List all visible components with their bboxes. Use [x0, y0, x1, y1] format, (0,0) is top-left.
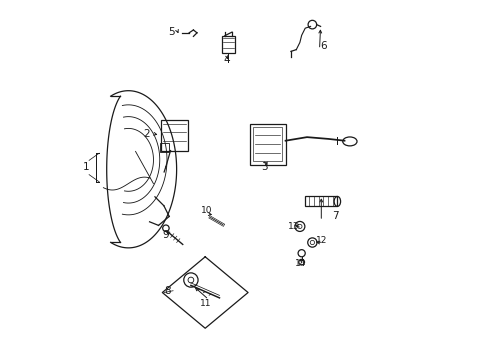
Bar [249, 124, 285, 165]
Text: 9: 9 [163, 230, 169, 240]
Text: 8: 8 [164, 286, 171, 296]
Text: 1: 1 [83, 162, 90, 172]
Text: 13: 13 [287, 222, 299, 231]
Bar [305, 197, 337, 206]
Text: 7: 7 [332, 211, 338, 221]
Bar [160, 143, 168, 152]
Text: 3: 3 [260, 162, 267, 172]
Text: 11: 11 [199, 299, 210, 308]
Text: 5: 5 [167, 27, 174, 37]
Text: 6: 6 [319, 41, 325, 51]
Text: 14: 14 [295, 260, 306, 269]
Text: 10: 10 [201, 206, 212, 215]
Bar [221, 36, 235, 53]
Text: 4: 4 [223, 55, 229, 65]
Text: 12: 12 [315, 236, 326, 245]
Bar [253, 127, 282, 161]
Text: 2: 2 [142, 129, 149, 139]
